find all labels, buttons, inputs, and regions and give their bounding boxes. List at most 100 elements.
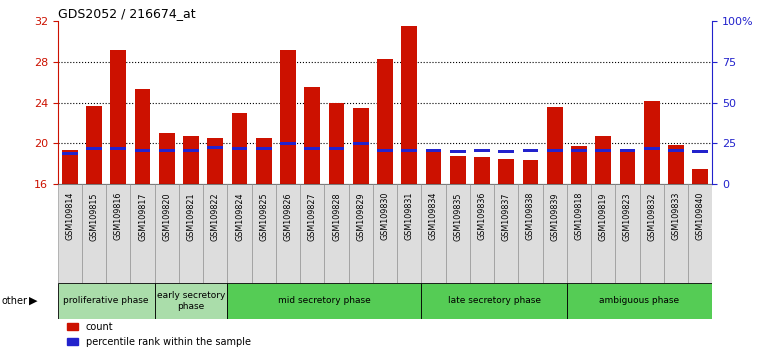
Legend: count, percentile rank within the sample: count, percentile rank within the sample	[62, 318, 255, 351]
Bar	[450, 150, 466, 153]
Bar	[58, 283, 155, 319]
Bar	[324, 184, 349, 283]
Bar	[474, 149, 490, 152]
Bar	[329, 147, 344, 150]
Bar	[207, 138, 223, 184]
Bar	[595, 136, 611, 184]
Bar	[227, 184, 252, 283]
Text: proliferative phase: proliferative phase	[63, 296, 149, 306]
Bar	[615, 184, 640, 283]
Bar	[421, 184, 446, 283]
Bar	[329, 103, 344, 184]
Bar	[280, 142, 296, 145]
Bar	[567, 283, 712, 319]
Text: GSM109822: GSM109822	[211, 192, 219, 241]
Text: GSM109814: GSM109814	[65, 192, 75, 240]
Bar	[377, 59, 393, 184]
Bar	[474, 156, 490, 184]
Bar	[304, 147, 320, 150]
Bar	[640, 184, 664, 283]
Bar	[110, 50, 126, 184]
Bar	[62, 152, 78, 155]
Bar	[159, 133, 175, 184]
Text: GDS2052 / 216674_at: GDS2052 / 216674_at	[58, 7, 196, 20]
Text: GSM109820: GSM109820	[162, 192, 172, 240]
Bar	[155, 283, 227, 319]
Text: GSM109840: GSM109840	[695, 192, 705, 240]
Bar	[518, 184, 543, 283]
Text: GSM109832: GSM109832	[647, 192, 656, 240]
Bar	[373, 184, 397, 283]
Bar	[110, 147, 126, 150]
Bar	[135, 90, 150, 184]
Bar	[692, 150, 708, 153]
Bar	[227, 283, 421, 319]
Bar	[106, 184, 130, 283]
Bar	[450, 155, 466, 184]
Text: GSM109828: GSM109828	[332, 192, 341, 240]
Text: GSM109823: GSM109823	[623, 192, 632, 240]
Text: early secretory
phase: early secretory phase	[157, 291, 226, 310]
Text: GSM109835: GSM109835	[454, 192, 462, 240]
Text: GSM109836: GSM109836	[477, 192, 487, 240]
Text: GSM109815: GSM109815	[89, 192, 99, 240]
Text: GSM109839: GSM109839	[551, 192, 559, 240]
Bar	[620, 149, 635, 152]
Bar	[523, 149, 538, 152]
Bar	[130, 184, 155, 283]
Bar	[567, 184, 591, 283]
Bar	[58, 184, 82, 283]
Text: other: other	[2, 296, 28, 306]
Bar	[595, 149, 611, 152]
Bar	[256, 147, 272, 150]
Text: GSM109819: GSM109819	[598, 192, 608, 240]
Bar	[692, 169, 708, 184]
Bar	[547, 107, 563, 184]
Bar	[446, 184, 470, 283]
Text: ▶: ▶	[29, 296, 38, 306]
Bar	[252, 184, 276, 283]
Text: late secretory phase: late secretory phase	[447, 296, 541, 306]
Bar	[207, 146, 223, 149]
Bar	[571, 147, 587, 184]
Bar	[688, 184, 712, 283]
Text: GSM109825: GSM109825	[259, 192, 268, 241]
Bar	[276, 184, 300, 283]
Bar	[62, 150, 78, 184]
Bar	[304, 87, 320, 184]
Text: GSM109834: GSM109834	[429, 192, 438, 240]
Text: GSM109838: GSM109838	[526, 192, 535, 240]
Bar	[426, 149, 441, 152]
Text: GSM109817: GSM109817	[138, 192, 147, 240]
Bar	[664, 184, 688, 283]
Bar	[280, 50, 296, 184]
Bar	[668, 145, 684, 184]
Bar	[494, 184, 518, 283]
Text: GSM109826: GSM109826	[283, 192, 293, 240]
Bar	[159, 149, 175, 152]
Bar	[397, 184, 421, 283]
Text: GSM109818: GSM109818	[574, 192, 584, 240]
Bar	[183, 136, 199, 184]
Bar	[591, 184, 615, 283]
Bar	[401, 26, 417, 184]
Bar	[349, 184, 373, 283]
Bar	[353, 108, 369, 184]
Bar	[86, 147, 102, 150]
Text: GSM109827: GSM109827	[308, 192, 316, 241]
Text: GSM109821: GSM109821	[186, 192, 196, 240]
Bar	[498, 150, 514, 153]
Text: GSM109816: GSM109816	[114, 192, 123, 240]
Bar	[86, 106, 102, 184]
Text: mid secretory phase: mid secretory phase	[278, 296, 371, 306]
Bar	[571, 149, 587, 152]
Bar	[232, 147, 247, 150]
Bar	[401, 149, 417, 152]
Bar	[300, 184, 324, 283]
Text: GSM109830: GSM109830	[380, 192, 390, 240]
Bar	[644, 147, 660, 150]
Bar	[203, 184, 227, 283]
Bar	[155, 184, 179, 283]
Bar	[232, 113, 247, 184]
Bar	[470, 184, 494, 283]
